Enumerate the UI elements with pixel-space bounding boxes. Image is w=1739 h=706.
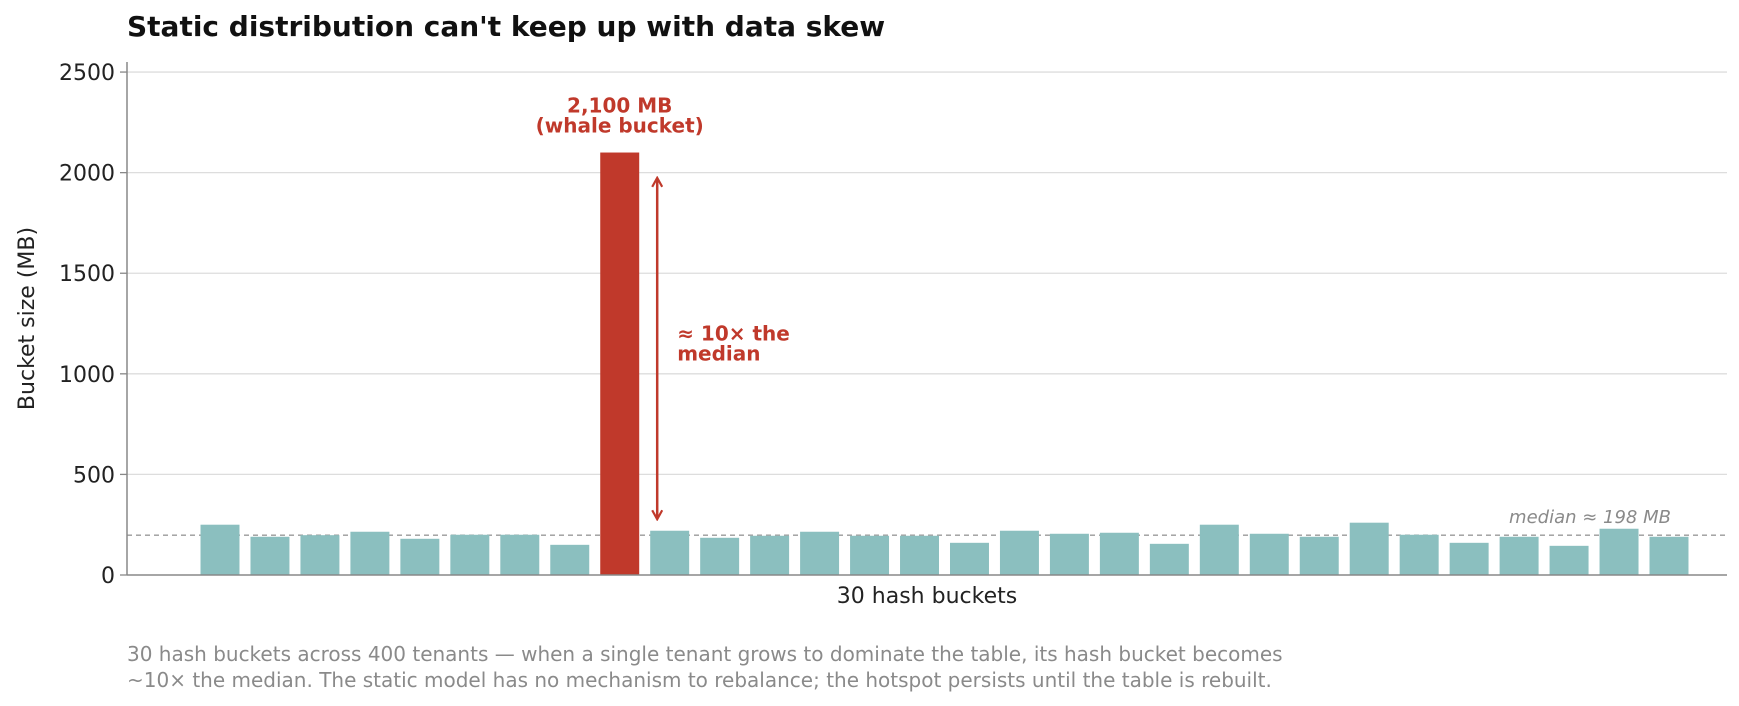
bar — [1349, 522, 1389, 575]
bar — [650, 530, 690, 575]
bar — [800, 531, 840, 575]
bar — [450, 534, 490, 575]
bar — [1199, 524, 1239, 575]
caption-line-1: 30 hash buckets across 400 tenants — whe… — [127, 642, 1283, 666]
bar — [1049, 533, 1089, 575]
chart-title: Static distribution can't keep up with d… — [127, 10, 886, 43]
annotations: 2,100 MB (whale bucket) ≈ 10× the median… — [536, 94, 1671, 529]
bar — [750, 535, 790, 575]
x-axis-label: 30 hash buckets — [837, 584, 1017, 609]
bar — [949, 542, 989, 575]
bar — [999, 530, 1039, 575]
bar — [1149, 543, 1189, 575]
gridlines — [127, 71, 1727, 476]
y-tick-label: 500 — [73, 463, 115, 488]
y-tick-label: 1500 — [59, 262, 115, 287]
y-tick-label: 1000 — [59, 363, 115, 388]
bar — [1649, 536, 1689, 575]
bar — [1599, 528, 1639, 575]
ratio-label-line1: ≈ 10× the — [677, 322, 790, 346]
bar — [1099, 532, 1139, 575]
ratio-label-line2: median — [677, 342, 760, 366]
axes — [126, 62, 1727, 576]
y-axis-label: Bucket size (MB) — [15, 227, 40, 410]
bar — [1499, 536, 1539, 575]
chart-caption: 30 hash buckets across 400 tenants — whe… — [127, 641, 1627, 693]
bar — [200, 524, 240, 575]
bar — [1249, 533, 1289, 575]
bars — [200, 152, 1689, 575]
caption-line-2: ~10× the median. The static model has no… — [127, 668, 1272, 692]
bar — [250, 536, 290, 575]
bar — [300, 535, 340, 575]
y-tick-label: 2500 — [59, 61, 115, 86]
bar — [700, 537, 740, 575]
bar — [1549, 545, 1589, 575]
median-label: median ≈ 198 MB — [1509, 507, 1671, 528]
bar — [500, 534, 540, 575]
y-tick-label: 2000 — [59, 162, 115, 187]
whale-bucket-value-label: 2,100 MB — [567, 94, 672, 118]
bar — [550, 544, 590, 575]
bar — [1399, 534, 1439, 575]
y-tick-labels: 0 500 1000 1500 2000 2500 — [59, 61, 127, 589]
whale-bucket-caption-label: (whale bucket) — [536, 114, 704, 138]
bar-whale-bucket — [600, 152, 640, 575]
bar — [400, 538, 440, 575]
bar — [1449, 542, 1489, 575]
y-tick-label: 0 — [101, 564, 115, 589]
bar — [1299, 536, 1339, 575]
bar — [900, 535, 940, 575]
bar — [350, 531, 390, 575]
bar — [850, 535, 890, 575]
